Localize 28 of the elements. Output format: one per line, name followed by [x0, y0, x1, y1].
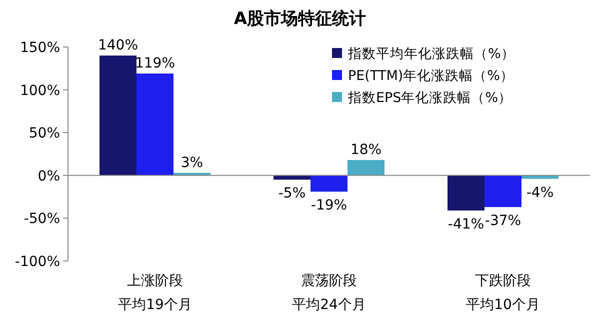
bar	[484, 175, 522, 208]
data-label: -37%	[484, 213, 522, 230]
data-label: -5%	[278, 186, 306, 202]
data-label: 119%	[134, 56, 176, 72]
x-tick-label: 上涨阶段平均19个月	[118, 273, 192, 313]
bar	[348, 160, 384, 176]
x-tick-label: 震荡阶段平均24个月	[292, 273, 366, 313]
data-label: 3%	[180, 154, 204, 171]
bar	[448, 175, 484, 210]
chart-title: A股市场特征统计	[234, 9, 366, 29]
y-tick-label: -50%	[24, 211, 60, 228]
bar	[136, 74, 174, 176]
data-label: 140%	[98, 38, 138, 54]
y-tick-label: -100%	[14, 254, 60, 270]
data-label: -41%	[448, 216, 484, 232]
bar	[100, 56, 136, 176]
data-label: 18%	[350, 142, 382, 158]
y-tick-label: 150%	[20, 40, 60, 56]
data-label: -19%	[310, 198, 348, 214]
bar	[310, 175, 348, 192]
data-label: -4%	[526, 184, 554, 201]
y-tick-label: 50%	[28, 126, 60, 142]
y-tick-label: 100%	[20, 82, 60, 99]
y-tick-label: 0%	[38, 168, 60, 184]
legend-label: 指数EPS年化涨跌幅（%）	[347, 90, 512, 106]
x-tick-label: 下跌阶段平均10个月	[466, 273, 540, 313]
legend-label: PE(TTM)年化涨跌幅（%）	[348, 68, 514, 84]
legend-label: 指数平均年化涨跌幅（%）	[347, 46, 515, 62]
